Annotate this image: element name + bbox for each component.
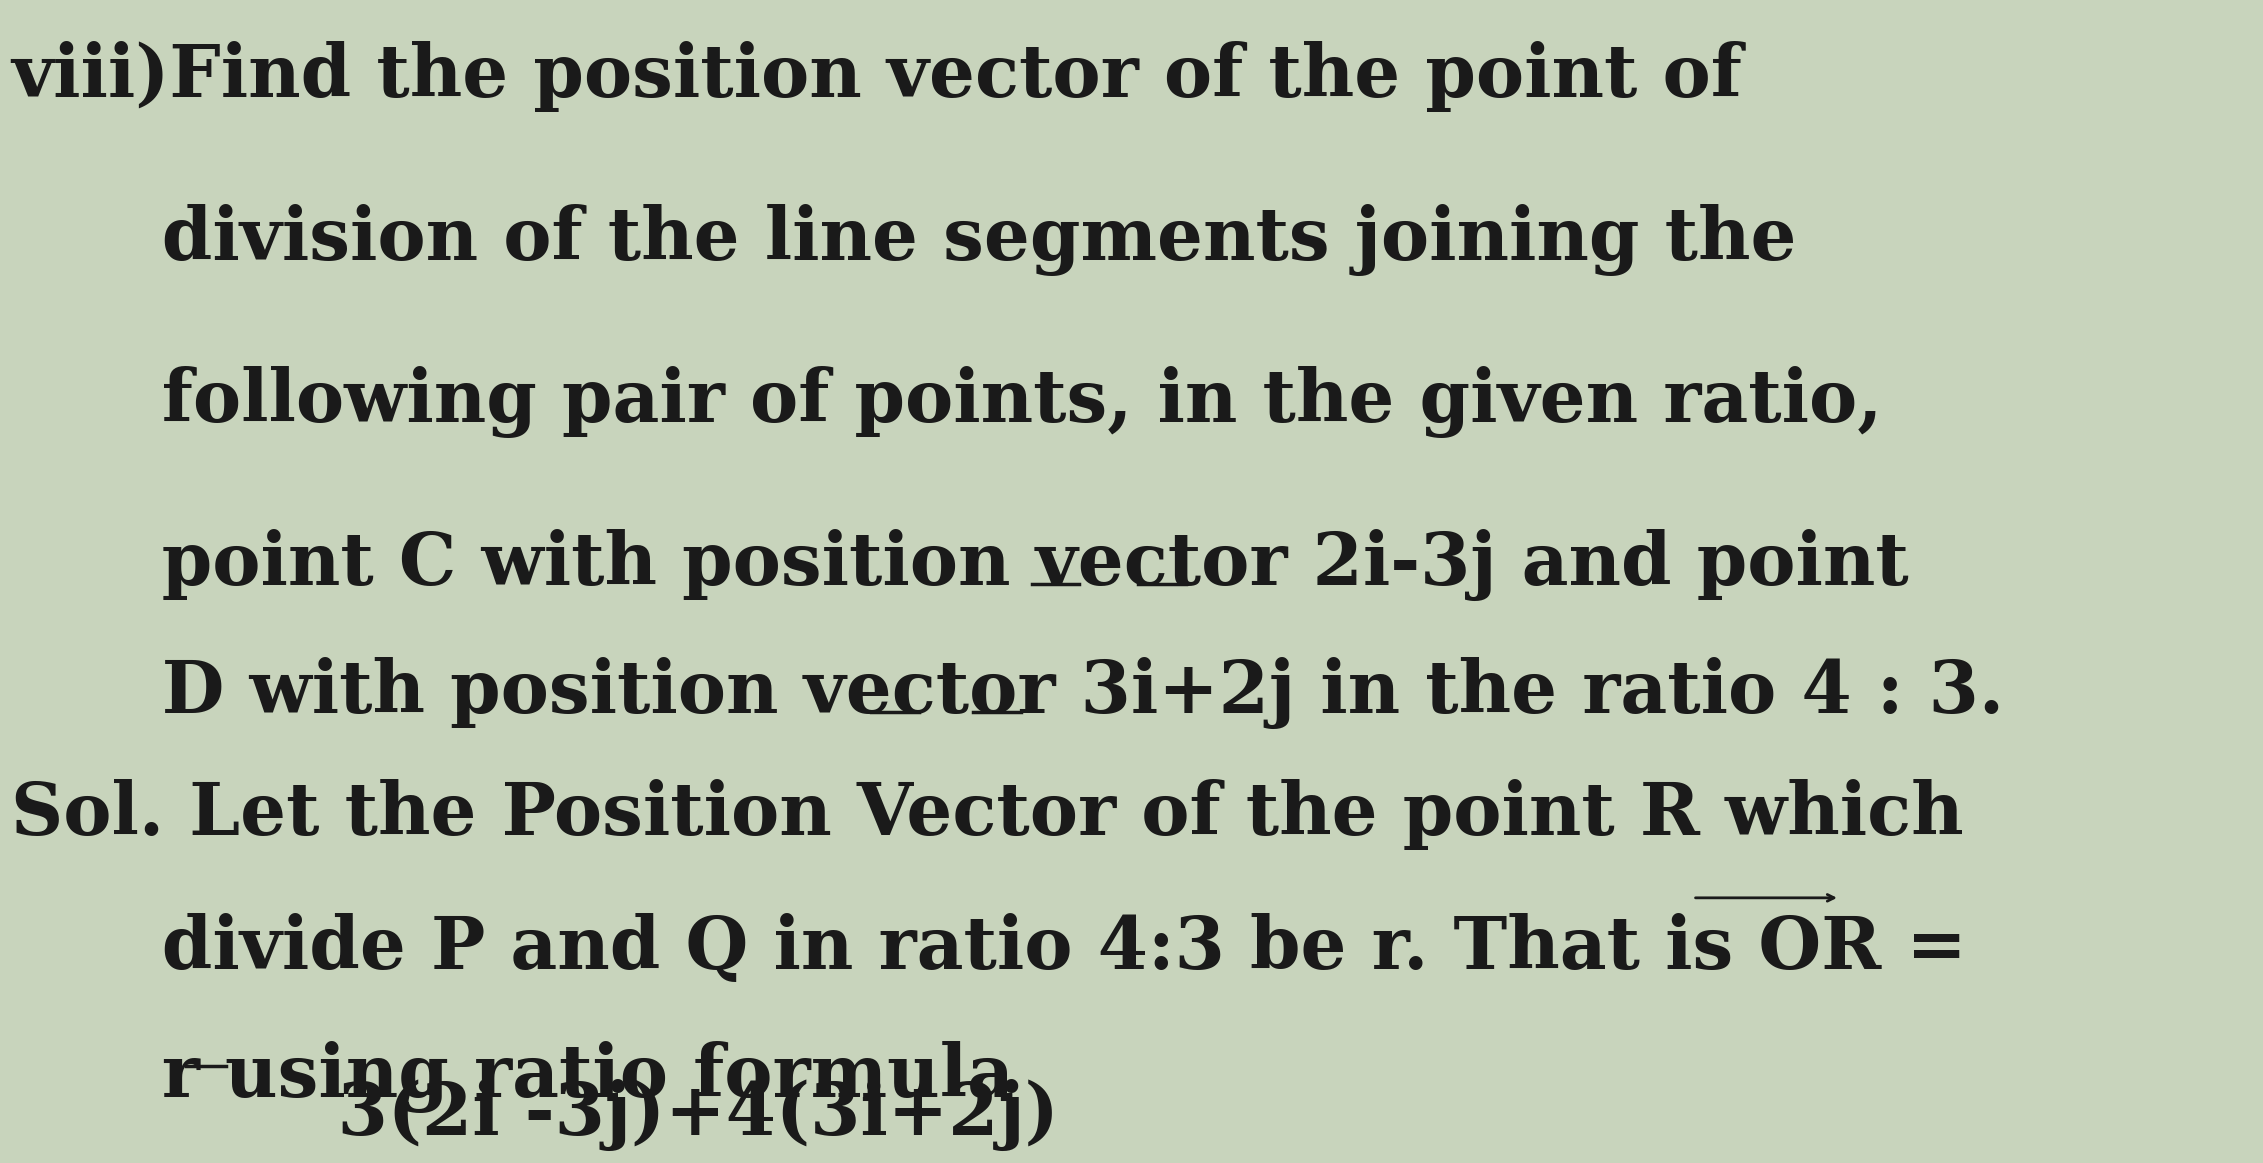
Text: 3(2i -3j)+4(3i+2j): 3(2i -3j)+4(3i+2j) (11, 1079, 1059, 1151)
Text: D with position vector 3i+2j in the ratio 4 : 3.: D with position vector 3i+2j in the rati… (11, 657, 2005, 729)
Text: divide P and Q in ratio 4:3 be r. That is OR =: divide P and Q in ratio 4:3 be r. That i… (11, 913, 1967, 984)
Text: viii)Find the position vector of the point of: viii)Find the position vector of the poi… (11, 41, 1743, 112)
Text: following pair of points, in the given ratio,: following pair of points, in the given r… (11, 366, 1883, 438)
Text: Sol. Let the Position Vector of the point R which: Sol. Let the Position Vector of the poin… (11, 779, 1964, 850)
Text: point C with position vector 2i-3j and point: point C with position vector 2i-3j and p… (11, 529, 1910, 601)
Text: r using ratio formula: r using ratio formula (11, 1041, 1014, 1113)
Text: division of the line segments joining the: division of the line segments joining th… (11, 204, 1797, 276)
